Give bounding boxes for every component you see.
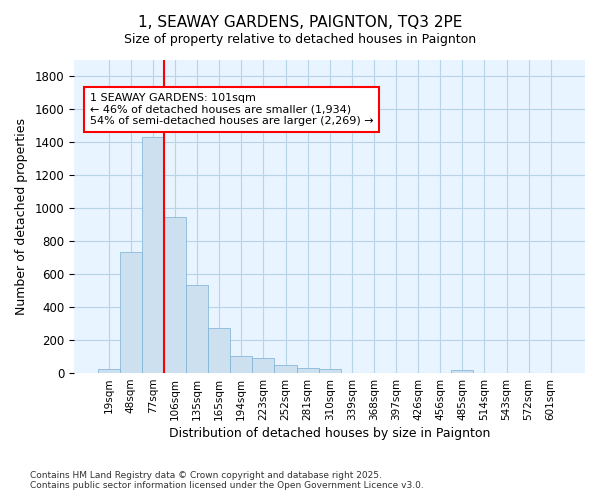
Y-axis label: Number of detached properties: Number of detached properties: [15, 118, 28, 315]
Text: 1, SEAWAY GARDENS, PAIGNTON, TQ3 2PE: 1, SEAWAY GARDENS, PAIGNTON, TQ3 2PE: [138, 15, 462, 30]
Bar: [164, 218, 186, 373]
Bar: [296, 368, 319, 373]
Bar: [208, 328, 230, 373]
Bar: [120, 252, 142, 373]
Bar: [274, 365, 296, 373]
Bar: [186, 285, 208, 373]
Bar: [230, 356, 253, 373]
Text: 1 SEAWAY GARDENS: 101sqm
← 46% of detached houses are smaller (1,934)
54% of sem: 1 SEAWAY GARDENS: 101sqm ← 46% of detach…: [90, 93, 373, 126]
Bar: [98, 369, 120, 373]
Text: Size of property relative to detached houses in Paignton: Size of property relative to detached ho…: [124, 32, 476, 46]
Bar: [142, 136, 164, 373]
Bar: [319, 369, 341, 373]
X-axis label: Distribution of detached houses by size in Paignton: Distribution of detached houses by size …: [169, 427, 490, 440]
Text: Contains HM Land Registry data © Crown copyright and database right 2025.
Contai: Contains HM Land Registry data © Crown c…: [30, 470, 424, 490]
Bar: [253, 358, 274, 373]
Bar: [451, 370, 473, 373]
